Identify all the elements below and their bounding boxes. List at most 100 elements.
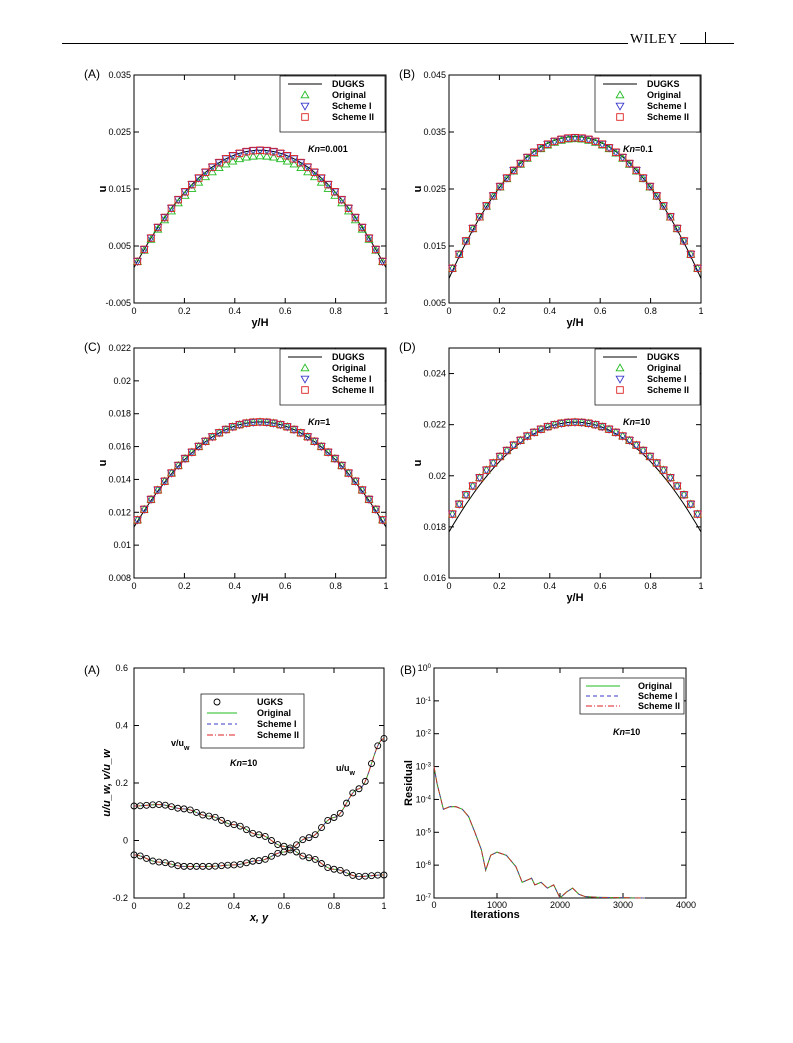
- ugks-marker: [318, 824, 325, 832]
- ugks-marker: [193, 809, 200, 816]
- data-marker: [372, 505, 380, 514]
- data-marker: [201, 437, 210, 446]
- data-marker: [482, 466, 491, 474]
- curve-line: [448, 136, 702, 279]
- ugks-marker: [168, 860, 175, 868]
- data-marker: [687, 500, 695, 508]
- data-marker: [173, 198, 183, 207]
- series-dugks: [133, 421, 387, 528]
- data-marker: [351, 477, 360, 485]
- data-marker: [364, 496, 374, 505]
- legend-label: DUGKS: [332, 79, 365, 89]
- data-marker: [194, 174, 203, 182]
- y-tick-label: 0.022: [423, 420, 446, 430]
- data-marker: [160, 213, 169, 222]
- data-marker: [282, 423, 292, 432]
- series-scheme-ii: [133, 418, 387, 524]
- ugks-marker: [336, 809, 344, 817]
- data-marker: [584, 419, 594, 428]
- x-tick-label: 0.4: [544, 306, 557, 316]
- data-marker: [309, 168, 320, 177]
- legend-label: Original: [332, 90, 366, 100]
- legend-label: Original: [647, 363, 681, 373]
- y-tick-label: 0.035: [423, 127, 446, 137]
- kn-annotation: Kn=1: [308, 417, 330, 427]
- data-marker: [515, 436, 526, 445]
- y-tick-label: 0.015: [423, 241, 446, 251]
- data-marker: [502, 447, 512, 456]
- y-tick-label: 0.4: [115, 721, 128, 731]
- data-marker: [344, 469, 353, 477]
- x-tick-label: 0.4: [544, 581, 557, 591]
- data-marker: [523, 153, 532, 162]
- legend-box: [594, 348, 701, 406]
- ugks-marker: [299, 852, 307, 860]
- series-dugks: [133, 149, 387, 268]
- legend-box: [279, 75, 386, 133]
- data-marker: [350, 214, 360, 223]
- y-tick-label: 0.008: [108, 573, 131, 583]
- data-marker: [549, 138, 560, 147]
- data-marker: [448, 264, 457, 273]
- data-marker: [693, 264, 702, 273]
- x-tick-label: 0: [131, 901, 136, 911]
- data-marker: [303, 433, 313, 442]
- data-marker: [639, 174, 647, 182]
- ugks-marker: [305, 834, 313, 842]
- ugks-marker: [168, 803, 175, 811]
- data-marker: [447, 510, 457, 519]
- y-tick-label: 0.025: [108, 127, 131, 137]
- x-axis-label: x, y: [249, 912, 269, 924]
- data-marker: [448, 510, 457, 518]
- data-marker: [529, 148, 539, 157]
- data-marker: [503, 446, 511, 455]
- x-tick-label: 0.4: [229, 306, 242, 316]
- data-marker: [350, 477, 360, 486]
- x-tick-label: 2000: [550, 900, 570, 910]
- data-marker: [455, 500, 463, 508]
- curve-label-v: v/uw: [171, 738, 190, 752]
- data-marker: [365, 234, 373, 242]
- legend-label: Original: [332, 363, 366, 373]
- residual-panel-b: 100 10-1 10-2 10-3 10-4 10-5 10-6 10-70 1000 2000…: [400, 663, 696, 921]
- series-dugks: [448, 421, 702, 533]
- data-marker: [482, 202, 491, 210]
- legend-swatch: [615, 102, 625, 111]
- panel-label: (A): [84, 663, 100, 677]
- x-tick-label: 0.8: [329, 581, 342, 591]
- ugks-marker: [299, 836, 307, 844]
- data-marker: [489, 191, 498, 200]
- legend-swatch: [301, 113, 309, 121]
- legend-box: [200, 693, 305, 749]
- data-marker: [262, 418, 272, 427]
- y-tick-label: 10-4: [416, 794, 432, 804]
- ugks-marker: [293, 841, 300, 849]
- data-marker: [262, 151, 272, 160]
- x-tick-label: 0.6: [279, 581, 292, 591]
- data-marker: [604, 425, 614, 434]
- ugks-marker: [380, 734, 388, 742]
- legend-swatch: [300, 375, 310, 384]
- y-tick-label: 10-6: [416, 860, 432, 870]
- data-marker: [673, 224, 681, 233]
- data-marker: [645, 183, 655, 192]
- data-marker: [214, 429, 224, 438]
- y-tick-label: 10-5: [416, 827, 432, 837]
- y-tick-label: 10-1: [416, 696, 432, 706]
- legend-swatch: [213, 698, 221, 706]
- data-marker: [297, 429, 305, 437]
- y-tick-label: 0.045: [423, 70, 446, 80]
- x-tick-label: 0.4: [228, 901, 241, 911]
- y-tick-label: 0.005: [108, 241, 131, 251]
- ugks-marker: [249, 829, 257, 837]
- data-marker: [652, 191, 661, 200]
- panel-label: (C): [84, 340, 101, 354]
- data-marker: [160, 215, 170, 224]
- data-marker: [310, 437, 319, 446]
- data-marker: [646, 182, 654, 191]
- data-marker: [255, 418, 265, 427]
- data-marker: [378, 257, 387, 266]
- ugks-marker: [236, 822, 244, 830]
- data-marker: [372, 245, 380, 254]
